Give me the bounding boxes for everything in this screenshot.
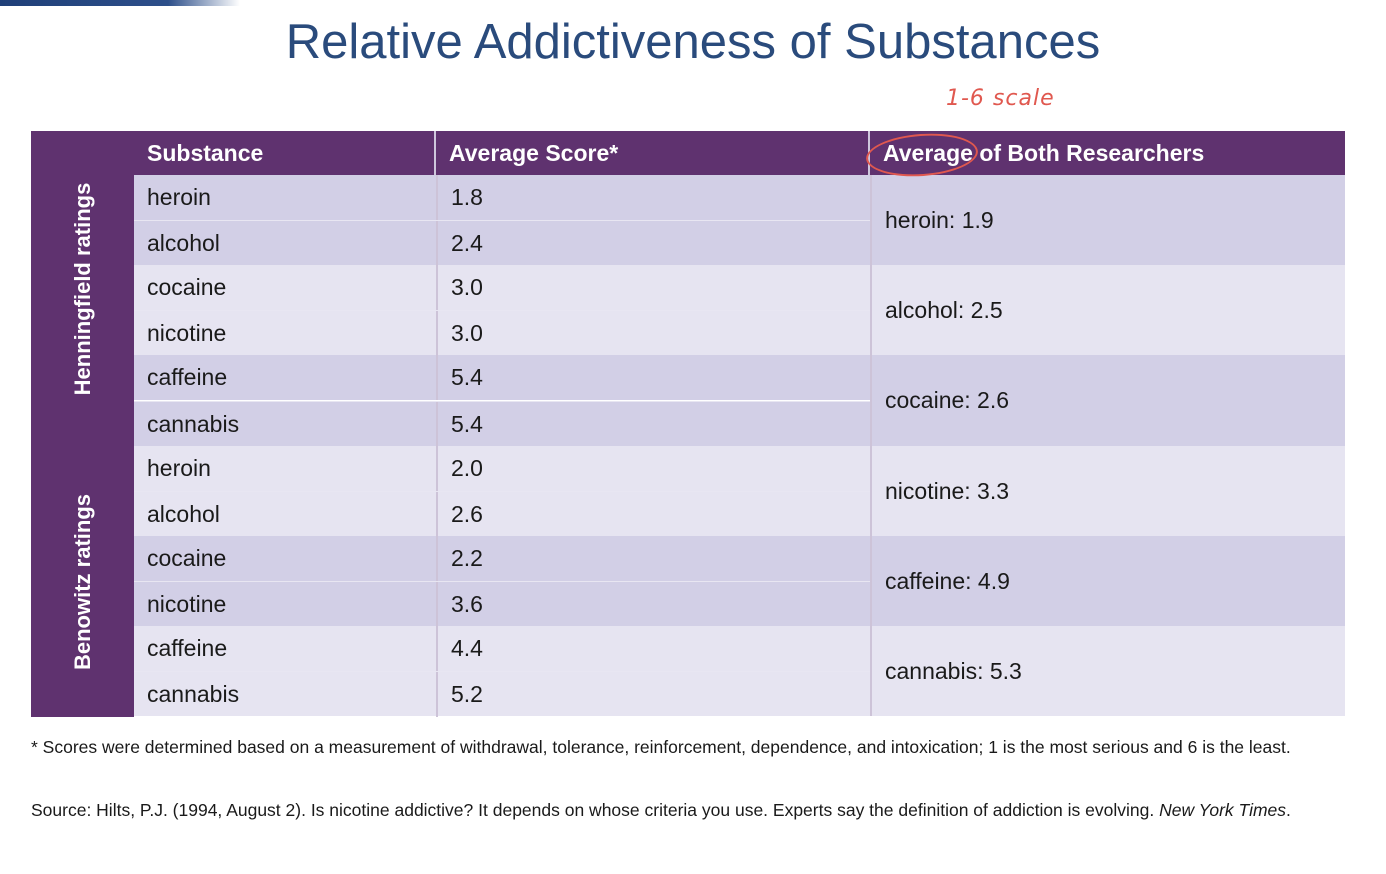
average-cell: cannabis: 5.3 [870,626,1345,717]
source-citation: Source: Hilts, P.J. (1994, August 2). Is… [31,796,1341,824]
score-cell: 2.0 [436,445,870,491]
average-cell: caffeine: 4.9 [870,535,1345,626]
average-cell: cocaine: 2.6 [870,355,1345,446]
source-publication: New York Times [1159,800,1287,820]
average-cell: heroin: 1.9 [870,175,1345,266]
header-average-both: Average of Both Researchers [883,140,1205,166]
table-row: heroin 2.0 [134,445,899,491]
group-label-text: Benowitz ratings [69,493,95,671]
substance-cell: cocaine [147,274,227,301]
table-row: caffeine 4.4 [134,626,899,671]
substance-cell: cannabis [147,681,240,708]
substance-cell: alcohol [147,230,220,257]
source-end: . [1286,800,1291,820]
score-cell: 3.6 [436,581,870,627]
score-cell: 1.8 [436,175,870,220]
group-label-text: Henningfield ratings [69,182,95,396]
average-cell: nicotine: 3.3 [870,445,1345,536]
slide-title: Relative Addictiveness of Substances [285,15,1101,69]
footnote: * Scores were determined based on a meas… [31,737,1291,757]
source-text: Source: Hilts, P.J. (1994, August 2). Is… [31,800,1160,820]
score-cell: 3.0 [436,311,870,357]
group-label-henningfield: Henningfield ratings [31,131,134,448]
substance-cell: caffeine [147,635,228,661]
table-row: alcohol 2.6 [134,490,899,537]
handwritten-annotation: 1-6 scale [946,86,1055,111]
decorative-top-bar [0,0,240,6]
score-cell: 2.6 [436,491,870,537]
table-row: cannabis 5.4 [134,400,899,447]
table-row: cannabis 5.2 [134,671,899,718]
table-row: nicotine 3.6 [134,580,899,627]
score-cell: 2.4 [436,221,870,267]
table-row: cocaine 2.2 [134,535,899,581]
score-cell: 3.0 [436,265,870,311]
substance-cell: alcohol [147,500,220,527]
average-cell: alcohol: 2.5 [870,265,1345,356]
score-cell: 5.2 [436,672,870,718]
table-row: cocaine 3.0 [134,265,899,311]
score-cell: 2.2 [436,535,870,581]
header-substance: Substance [134,131,436,175]
substance-cell: heroin [147,454,211,481]
substance-cell: cannabis [147,410,240,437]
table-row: alcohol 2.4 [134,220,899,267]
substance-cell: nicotine [147,320,227,347]
substance-cell: nicotine [147,590,227,617]
header-average-score: Average Score* [436,131,870,175]
substance-cell: cocaine [147,544,227,571]
substance-cell: heroin [147,184,211,210]
score-cell: 4.4 [436,626,870,671]
group-label-benowitz: Benowitz ratings [31,447,134,717]
table-row: heroin 1.8 [134,175,899,220]
score-cell: 5.4 [436,355,870,401]
substance-cell: caffeine [147,364,228,391]
table-header: Substance Average Score* Average of Both… [134,131,1345,175]
score-cell: 5.4 [436,401,870,447]
table-row: nicotine 3.0 [134,310,899,357]
table-row: caffeine 5.4 [134,355,899,401]
